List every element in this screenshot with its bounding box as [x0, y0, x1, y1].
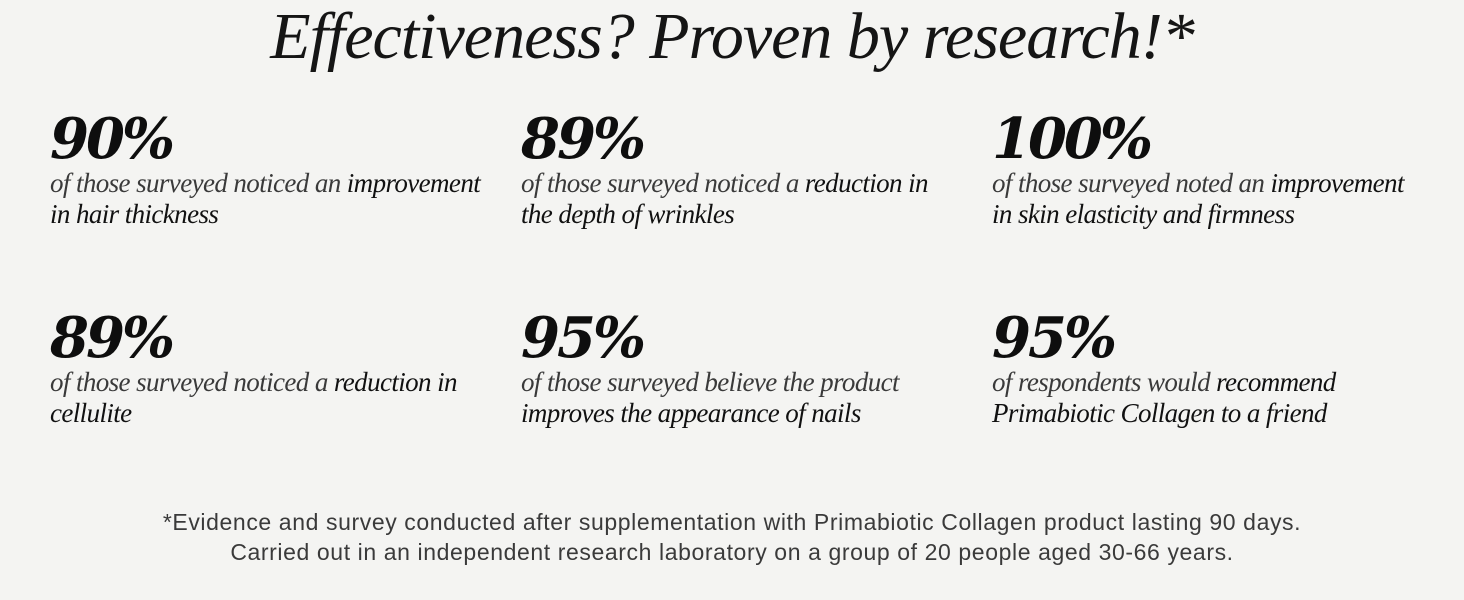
- footnote-line-1: *Evidence and survey conducted after sup…: [162, 509, 1302, 535]
- stat-wrinkle-depth: 89% of those surveyed noticed a reductio…: [521, 110, 961, 230]
- stat-value: 89%: [521, 106, 646, 172]
- stat-description-line2: the depth of wrinkles: [521, 199, 735, 229]
- stat-description: of those surveyed believe the product im…: [521, 367, 961, 429]
- stat-description-emphasis: recommend: [1216, 367, 1336, 397]
- stat-description: of those surveyed noticed an improvement…: [50, 168, 490, 230]
- footnote-line-2: Carried out in an independent research l…: [230, 539, 1234, 565]
- stat-description: of respondents would recommend Primabiot…: [992, 367, 1432, 429]
- stat-value: 90%: [50, 106, 175, 172]
- stat-description-text: of those surveyed noticed a: [50, 367, 334, 397]
- stat-description: of those surveyed noticed a reduction in…: [521, 168, 961, 230]
- stat-description-text: of respondents would: [992, 367, 1217, 397]
- stat-description-line2: Primabiotic Collagen to a friend: [992, 398, 1327, 428]
- stat-description-line2: cellulite: [50, 398, 132, 428]
- stat-value: 95%: [521, 305, 646, 371]
- stat-value: 95%: [992, 305, 1117, 371]
- stat-cellulite: 89% of those surveyed noticed a reductio…: [50, 309, 490, 429]
- stat-description-emphasis: reduction in: [333, 367, 458, 397]
- stat-description-emphasis: improvement: [1270, 168, 1404, 198]
- stat-description-line2: in hair thickness: [50, 199, 219, 229]
- stat-value: 100%: [992, 106, 1153, 172]
- stat-description-emphasis: improvement: [346, 168, 481, 198]
- stat-description-text: of those surveyed noticed an: [50, 168, 347, 198]
- stat-description: of those surveyed noted an improvement i…: [992, 168, 1432, 230]
- stat-hair-thickness: 90% of those surveyed noticed an improve…: [50, 110, 490, 230]
- stat-description-line2: improves the appearance of nails: [521, 398, 861, 428]
- stat-recommend: 95% of respondents would recommend Prima…: [992, 309, 1432, 429]
- stat-description: of those surveyed noticed a reduction in…: [50, 367, 490, 429]
- stat-description-line2: in skin elasticity and firmness: [992, 199, 1295, 229]
- stat-nails: 95% of those surveyed believe the produc…: [521, 309, 961, 429]
- stat-value: 89%: [50, 305, 175, 371]
- stat-description-text: of those surveyed noticed a: [521, 168, 805, 198]
- stat-description-text: of those surveyed believe the product: [521, 367, 900, 397]
- footnote: *Evidence and survey conducted after sup…: [0, 507, 1464, 567]
- stat-description-emphasis: reduction in: [804, 168, 929, 198]
- stat-description-text: of those surveyed noted an: [992, 168, 1271, 198]
- stat-skin-elasticity: 100% of those surveyed noted an improvem…: [992, 110, 1432, 230]
- page-title: Effectiveness? Proven by research!*: [270, 0, 1194, 73]
